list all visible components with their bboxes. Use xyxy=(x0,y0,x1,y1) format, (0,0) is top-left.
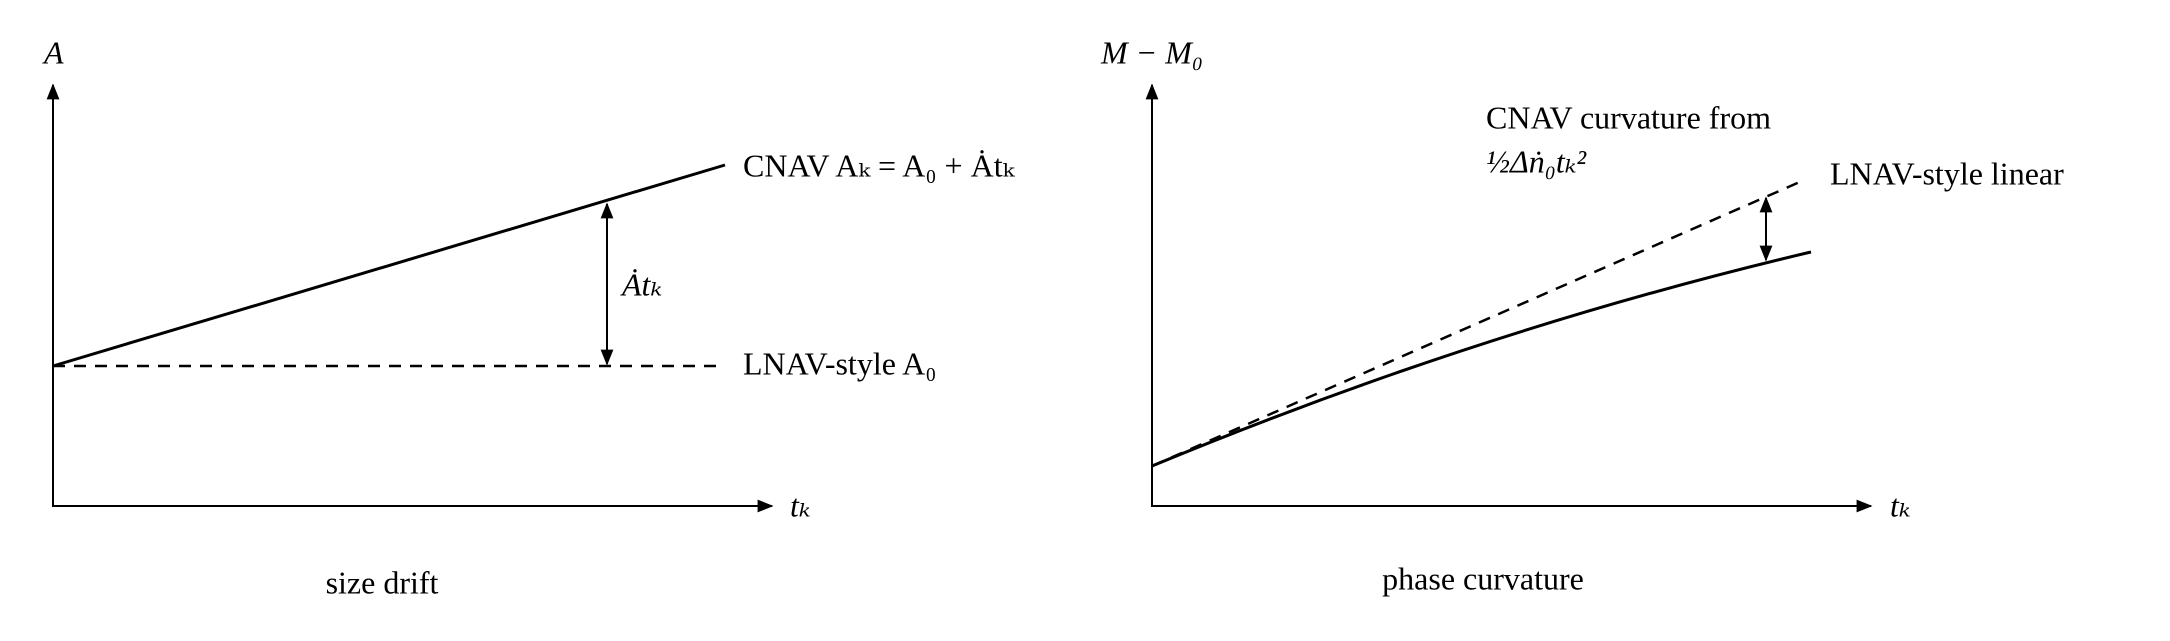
x-axis-label: tₖ xyxy=(1890,487,1911,523)
cnav-line xyxy=(52,163,726,368)
caption: phase curvature xyxy=(1382,560,1584,596)
curve-label: CNAV Aₖ = A₀ + Ȧtₖ xyxy=(743,147,1016,183)
gap-label: Ȧtₖ xyxy=(620,266,662,302)
phase-curvature-panel: M − M₀ tₖ phase curvature CNAV curvature… xyxy=(1100,34,2064,596)
curve-label-line1: CNAV curvature from xyxy=(1486,99,1771,135)
caption: size drift xyxy=(326,564,439,600)
y-axis-label: A xyxy=(42,34,64,70)
curve-label-line2: ½Δṅ₀tₖ² xyxy=(1486,143,1587,179)
size-drift-panel: A tₖ size drift CNAV Aₖ = A₀ + Ȧtₖ LNAV-… xyxy=(42,34,1016,600)
baseline-label: LNAV-style linear xyxy=(1830,155,2064,191)
cnav-curve xyxy=(1151,250,1812,468)
y-axis-label: M − M₀ xyxy=(1100,34,1203,70)
lnav-line xyxy=(1151,179,1803,468)
x-axis-label: tₖ xyxy=(790,487,811,523)
baseline-label: LNAV-style A₀ xyxy=(743,345,936,381)
